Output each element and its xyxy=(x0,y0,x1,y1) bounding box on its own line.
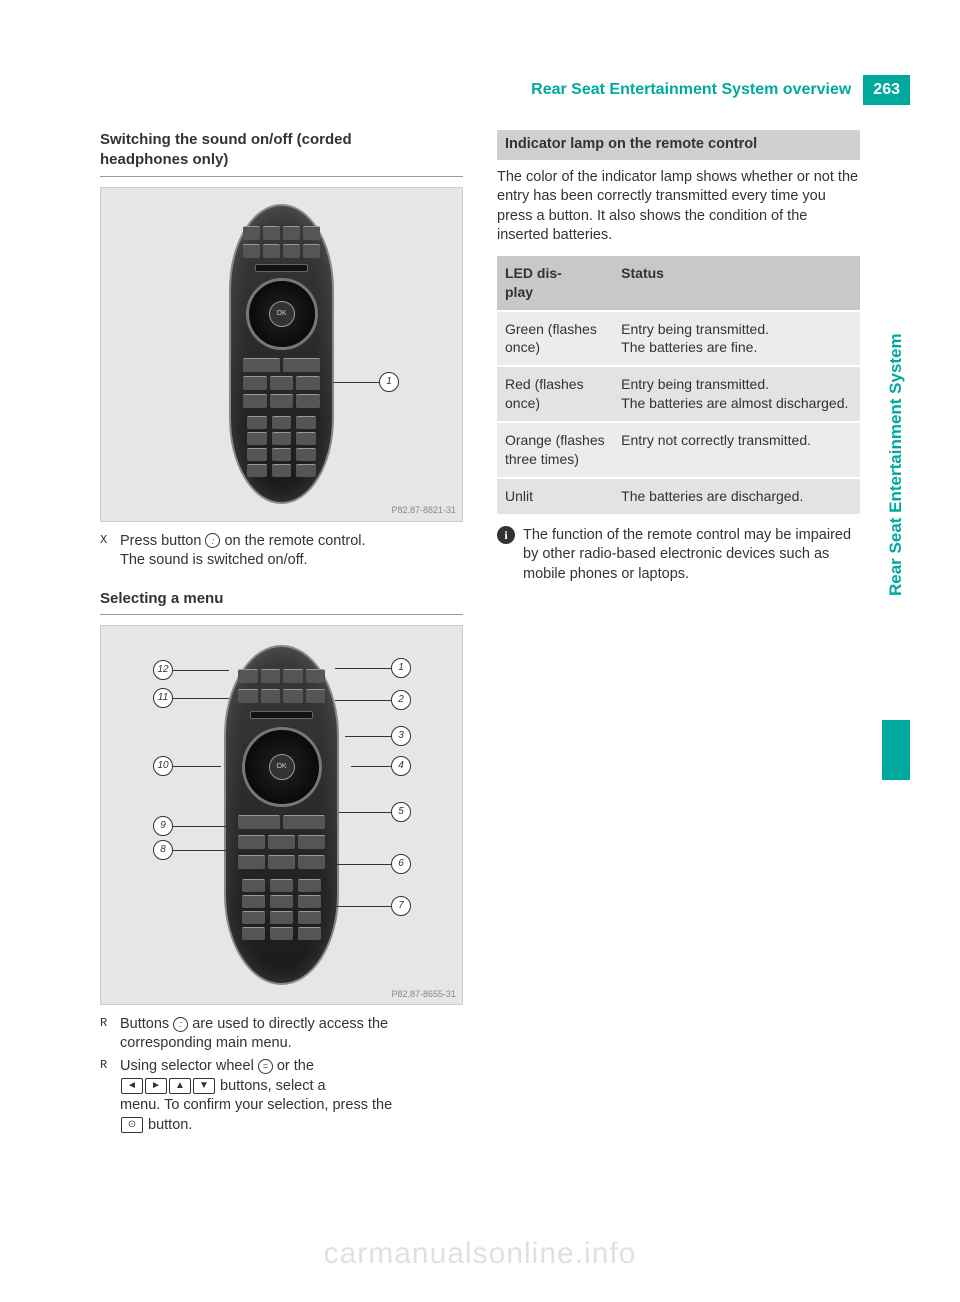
watermark: carmanualsonline.info xyxy=(0,1234,960,1275)
section-title-line1: Switching the sound on/off (corded xyxy=(100,131,352,148)
bullet-icon xyxy=(100,1057,114,1135)
page-number: 263 xyxy=(863,75,910,105)
table-row: Red (flashes once) Entry being transmitt… xyxy=(497,366,860,422)
arrow-down-icon: ▼ xyxy=(193,1078,215,1094)
remote-illustration-1: OK xyxy=(229,204,334,504)
page-header: Rear Seat Entertainment System overview … xyxy=(100,75,910,105)
right-column: Indicator lamp on the remote control The… xyxy=(497,130,860,1139)
table-row: Unlit The batteries are discharged. xyxy=(497,478,860,515)
info-note: i The function of the remote control may… xyxy=(497,526,860,585)
header-title: Rear Seat Entertainment System overview xyxy=(531,75,859,105)
bullet-icon xyxy=(100,1015,114,1054)
cell-status: Entry being transmitted.The batteries ar… xyxy=(613,311,860,367)
side-tab-label: Rear Seat Entertainment System xyxy=(885,220,908,720)
callout-1: 1 xyxy=(379,372,399,392)
arrow-up-icon: ▲ xyxy=(169,1078,191,1094)
cell-led: Unlit xyxy=(497,478,613,515)
intro-paragraph: The color of the indicator lamp shows wh… xyxy=(497,168,860,246)
callout: 11 xyxy=(153,688,173,708)
step-text: Press button : on the remote control. Th… xyxy=(120,532,366,571)
side-tab-block xyxy=(882,720,910,780)
bullet-list: Buttons : are used to directly access th… xyxy=(100,1015,463,1135)
left-column: Switching the sound on/off (corded headp… xyxy=(100,130,463,1139)
cell-status: The batteries are discharged. xyxy=(613,478,860,515)
callout: 6 xyxy=(391,854,411,874)
callout: 5 xyxy=(391,802,411,822)
callout: 8 xyxy=(153,840,173,860)
instruction-step: X Press button : on the remote control. … xyxy=(100,532,463,571)
table-row: Green (flashes once) Entry being transmi… xyxy=(497,311,860,367)
inline-callout-icon: = xyxy=(258,1059,273,1074)
content-area: Switching the sound on/off (corded headp… xyxy=(100,130,860,1139)
callout: 3 xyxy=(391,726,411,746)
cell-led: Green (flashes once) xyxy=(497,311,613,367)
figure-code-2: P82.87-8655-31 xyxy=(391,988,456,1000)
table-row: Orange (flashes three times) Entry not c… xyxy=(497,422,860,478)
figure-remote-2: OK 1 2 3 4 5 6 7 8 9 10 xyxy=(100,625,463,1005)
led-status-table: LED dis-play Status Green (flashes once)… xyxy=(497,256,860,516)
bullet-text: Using selector wheel = or the ◄►▲▼ butto… xyxy=(120,1057,392,1135)
cell-led: Orange (flashes three times) xyxy=(497,422,613,478)
arrow-left-icon: ◄ xyxy=(121,1078,143,1094)
section-bar-indicator: Indicator lamp on the remote control xyxy=(497,130,860,160)
section-title-line2: headphones only) xyxy=(100,151,228,168)
callout-line xyxy=(333,382,379,384)
figure-code-1: P82.87-8821-31 xyxy=(391,504,456,516)
th-status: Status xyxy=(613,256,860,311)
divider xyxy=(100,176,463,177)
inline-callout-icon: : xyxy=(205,533,220,548)
th-led: LED dis-play xyxy=(497,256,613,311)
callout: 9 xyxy=(153,816,173,836)
section-title-sound: Switching the sound on/off (corded headp… xyxy=(100,130,463,171)
callout: 2 xyxy=(391,690,411,710)
callout: 4 xyxy=(391,756,411,776)
callout: 10 xyxy=(153,756,173,776)
bullet-item: Buttons : are used to directly access th… xyxy=(100,1015,463,1054)
remote-illustration-2: OK xyxy=(224,645,339,985)
callout: 1 xyxy=(391,658,411,678)
callout: 7 xyxy=(391,896,411,916)
ok-button-icon: ⊙ xyxy=(121,1117,143,1133)
info-icon: i xyxy=(497,526,515,544)
cell-status: Entry being transmitted.The batteries ar… xyxy=(613,366,860,422)
divider xyxy=(100,614,463,615)
info-text: The function of the remote control may b… xyxy=(523,526,860,585)
figure-remote-1: OK 1 P82.87-8821-31 xyxy=(100,187,463,522)
cell-led: Red (flashes once) xyxy=(497,366,613,422)
callout: 12 xyxy=(153,660,173,680)
bullet-text: Buttons : are used to directly access th… xyxy=(120,1015,388,1054)
bullet-item: Using selector wheel = or the ◄►▲▼ butto… xyxy=(100,1057,463,1135)
inline-callout-icon: : xyxy=(173,1017,188,1032)
section-title-menu: Selecting a menu xyxy=(100,589,463,609)
cell-status: Entry not correctly transmitted. xyxy=(613,422,860,478)
arrow-right-icon: ► xyxy=(145,1078,167,1094)
side-tab: Rear Seat Entertainment System xyxy=(882,220,910,780)
step-marker-icon: X xyxy=(100,532,114,571)
